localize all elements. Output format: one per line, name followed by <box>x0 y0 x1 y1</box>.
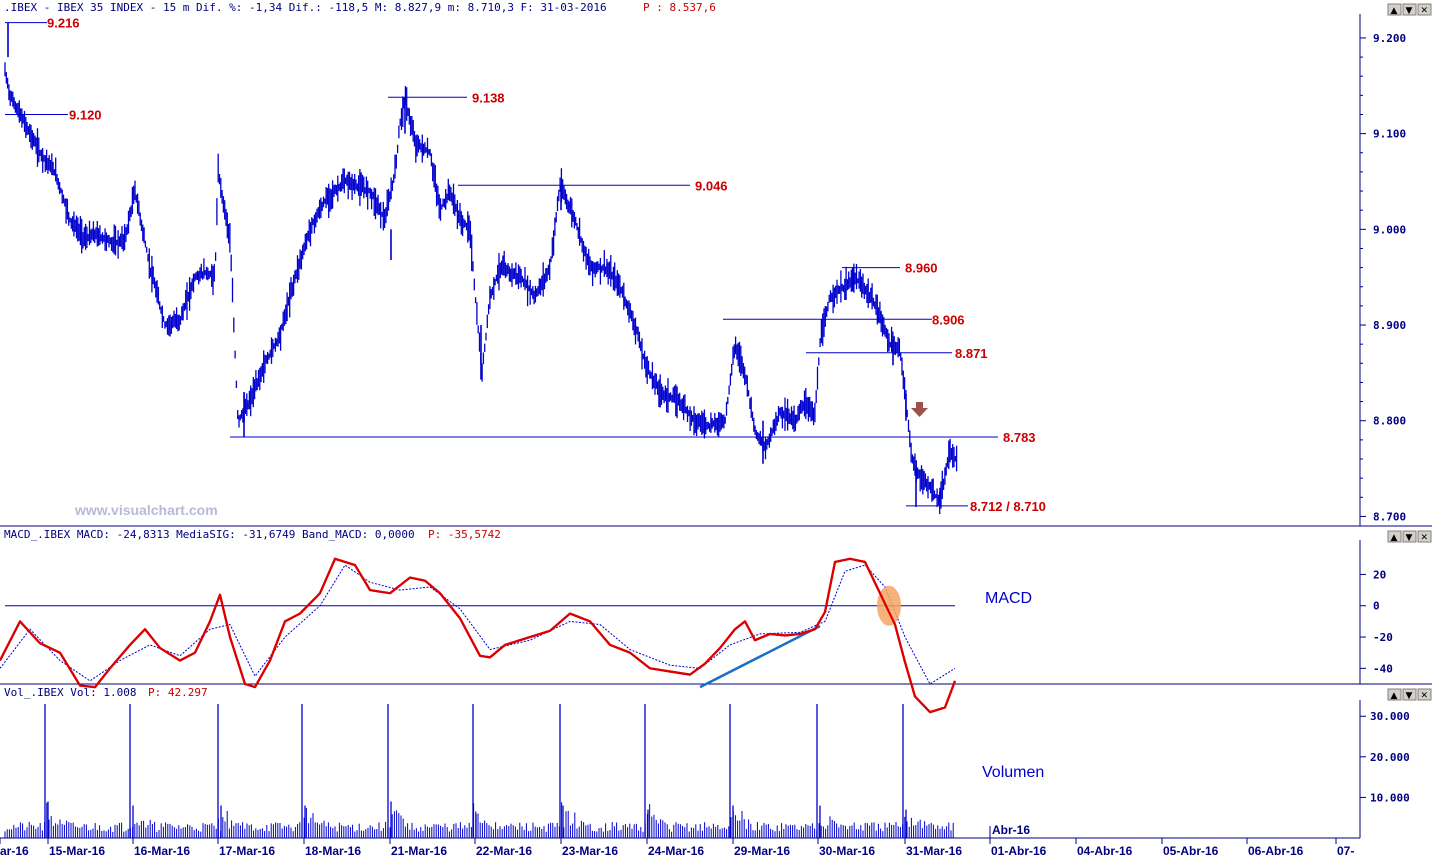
price-header-p: P : 8.537,6 <box>643 1 716 14</box>
macd-cross-highlight <box>877 585 901 626</box>
date-label: 17-Mar-16 <box>219 844 275 857</box>
date-label: 22-Mar-16 <box>476 844 532 857</box>
date-label: 21-Mar-16 <box>391 844 447 857</box>
price-header: .IBEX - IBEX 35 INDEX - 15 m Dif. %: -1,… <box>4 1 607 14</box>
macd-line-overlay <box>0 557 957 714</box>
level-label: 8.906 <box>932 312 965 327</box>
date-label: 16-Mar-16 <box>134 844 190 857</box>
window-button-glyph: ✕ <box>1421 6 1429 16</box>
macd-axis-label: 0 <box>1373 600 1380 613</box>
macd-axis-label: 20 <box>1373 568 1386 581</box>
date-label: 23-Mar-16 <box>562 844 618 857</box>
window-button-glyph: ▲ <box>1391 533 1398 543</box>
level-label: 8.960 <box>905 261 938 276</box>
down-arrow-icon <box>911 402 928 417</box>
date-label: ar-16 <box>0 844 29 857</box>
macd-header: MACD_.IBEX MACD: -24,8313 MediaSIG: -31,… <box>4 528 415 541</box>
date-label: 15-Mar-16 <box>49 844 105 857</box>
window-button[interactable] <box>1417 688 1432 701</box>
apr-marker-label: Abr-16 <box>992 823 1030 837</box>
price-panel-frame <box>0 14 1360 526</box>
price-axis-label: 9.000 <box>1373 223 1406 236</box>
window-button-glyph: ▲ <box>1391 691 1398 701</box>
price-axis-label: 8.800 <box>1373 415 1406 428</box>
window-button[interactable] <box>1402 3 1417 16</box>
macd-header-p: P: -35,5742 <box>428 528 501 541</box>
level-label: 9.216 <box>47 16 80 31</box>
date-label: 30-Mar-16 <box>819 844 875 857</box>
date-label: 31-Mar-16 <box>906 844 962 857</box>
window-button-glyph: ✕ <box>1421 533 1429 543</box>
window-button[interactable] <box>1387 530 1402 543</box>
macd-signal-line <box>0 564 956 685</box>
date-label: 01-Abr-16 <box>991 844 1047 857</box>
date-label: 06-Abr-16 <box>1248 844 1304 857</box>
macd-axis-label: -20 <box>1373 631 1393 644</box>
level-label: 9.046 <box>695 178 728 193</box>
vol-axis-label: 30.000 <box>1370 710 1410 723</box>
window-button[interactable] <box>1417 530 1432 543</box>
level-label: 9.120 <box>69 107 102 122</box>
date-label: 05-Abr-16 <box>1163 844 1219 857</box>
window-button-glyph: ▼ <box>1406 6 1413 16</box>
price-axis-label: 8.700 <box>1373 510 1406 523</box>
level-label: 9.138 <box>472 90 505 105</box>
vol-axis-label: 20.000 <box>1370 751 1410 764</box>
level-label: 8.871 <box>955 346 988 361</box>
vol-axis-label: 10.000 <box>1370 791 1410 804</box>
level-label: 8.783 <box>1003 430 1036 445</box>
price-axis-label: 9.100 <box>1373 128 1406 141</box>
level-label: 8.712 / 8.710 <box>970 499 1046 514</box>
date-label: 29-Mar-16 <box>734 844 790 857</box>
date-label: 04-Abr-16 <box>1077 844 1133 857</box>
window-button[interactable] <box>1387 3 1402 16</box>
window-button-glyph: ▼ <box>1406 533 1413 543</box>
window-button[interactable] <box>1402 688 1417 701</box>
macd-line <box>0 557 957 714</box>
macd-panel-label: MACD <box>985 590 1032 607</box>
window-button[interactable] <box>1387 688 1402 701</box>
vol-header: Vol_.IBEX Vol: 1.008 <box>4 686 136 699</box>
window-button[interactable] <box>1402 530 1417 543</box>
vol-header-p: P: 42.297 <box>148 686 208 699</box>
vol-panel-label: Volumen <box>982 764 1044 781</box>
macd-axis-label: -40 <box>1373 662 1393 675</box>
window-button-glyph: ✕ <box>1421 691 1429 701</box>
window-button-glyph: ▼ <box>1406 691 1413 701</box>
date-label: 24-Mar-16 <box>648 844 704 857</box>
window-button[interactable] <box>1417 3 1432 16</box>
price-axis-label: 8.900 <box>1373 319 1406 332</box>
window-button-glyph: ▲ <box>1391 6 1398 16</box>
watermark: www.visualchart.com <box>74 502 218 518</box>
date-label: 07- <box>1337 844 1354 857</box>
macd-trendline <box>699 624 821 689</box>
price-axis-label: 9.200 <box>1373 32 1406 45</box>
date-label: 18-Mar-16 <box>305 844 361 857</box>
